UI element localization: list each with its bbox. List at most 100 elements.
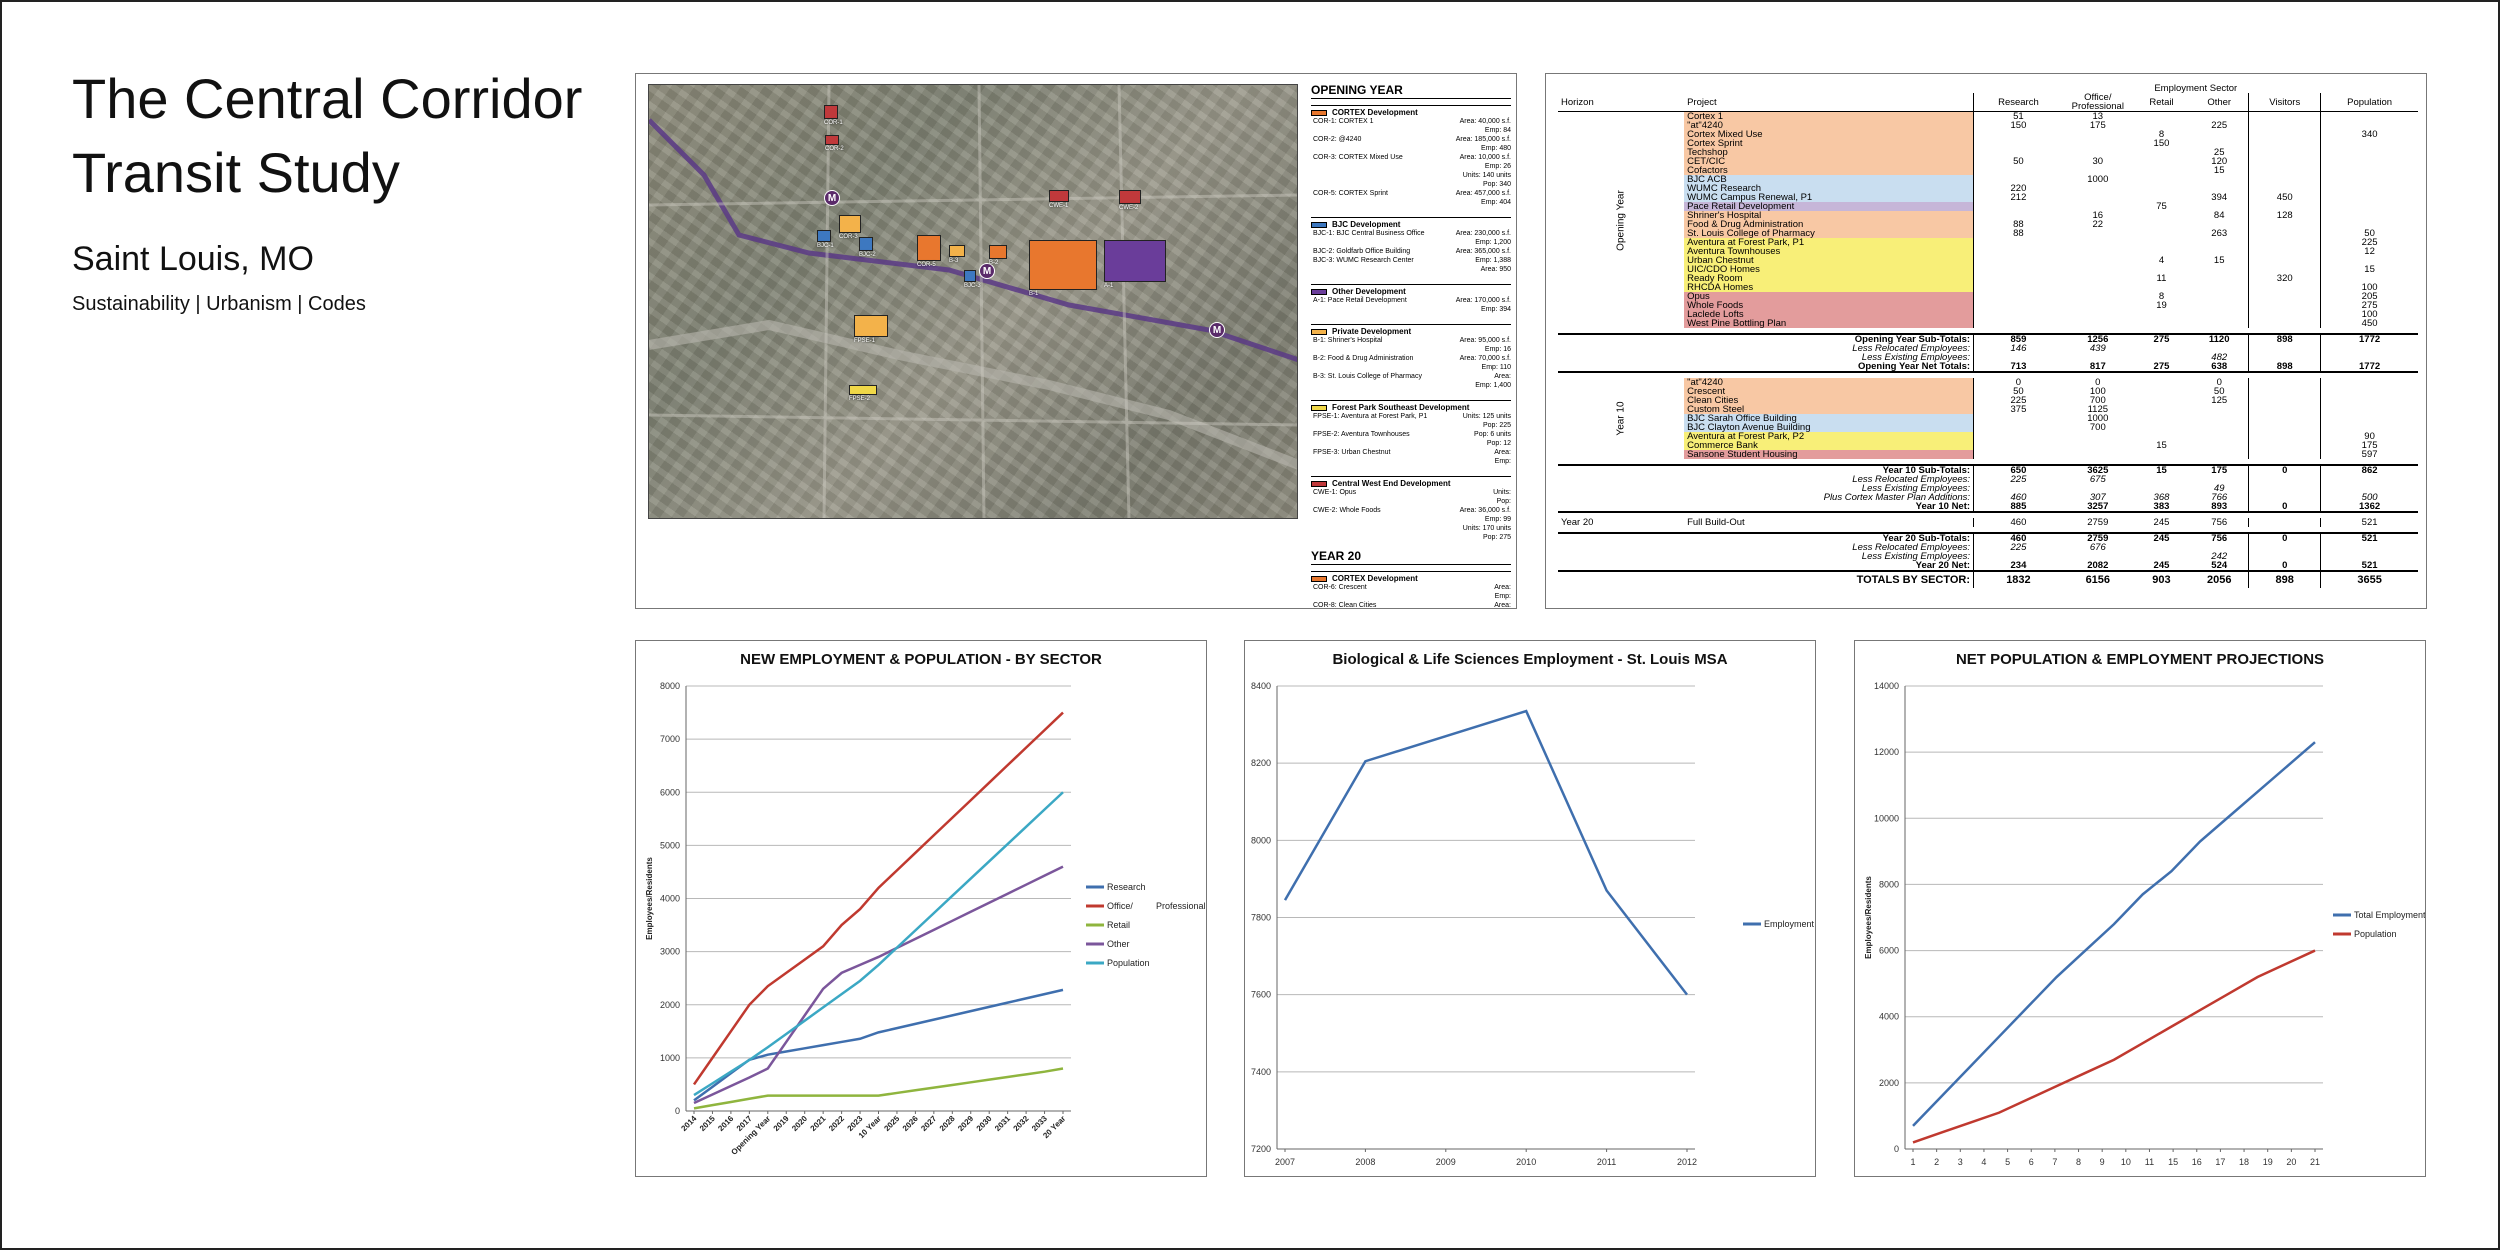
cell-value: 175 <box>2361 440 2378 451</box>
chart2-svg: 7200 7400 7600 7800 8000 8200 8400 2007 2008 2009… <box>1251 681 1815 1167</box>
table-row: Cofactors 15 <box>1558 166 2418 175</box>
dev-block-cor-5[interactable] <box>917 235 941 261</box>
dev-block-b-2[interactable] <box>989 245 1007 259</box>
y-tick-label: 8000 <box>1879 879 1899 889</box>
metrolink-line <box>649 118 1297 362</box>
legend-opening-swatch <box>1311 109 1327 116</box>
dev-block-cor-2[interactable] <box>825 135 839 145</box>
cell-project: UIC/CDO Homes <box>1684 265 1975 274</box>
series-line-population <box>693 791 1064 1097</box>
cell-value: 903 <box>2152 574 2171 586</box>
summary-horizon <box>1558 333 1685 344</box>
y-tick-label: 7800 <box>1251 913 1271 923</box>
title-line-2: Transit Study <box>72 141 400 204</box>
legend-year20-row: COR-8: Clean Cities Area: <box>1311 601 1511 608</box>
legend-opening-group-name: Forest Park Southeast Development <box>1332 403 1470 412</box>
dev-block-bjc-3[interactable] <box>964 270 976 282</box>
cell-value: 675 <box>2089 474 2106 485</box>
employment-table: Employment Sector Horizon Project Resear… <box>1558 84 2418 588</box>
legend-opening-row-project <box>1313 162 1431 171</box>
table-summary-row: Year 10 Net: 885 3257 383 893 0 1362 <box>1558 502 2418 513</box>
cell-value: 1000 <box>2087 174 2109 185</box>
x-tick-label: 2011 <box>1597 1157 1616 1167</box>
summary-horizon <box>1558 344 1684 353</box>
cell-value: 220 <box>2010 183 2027 194</box>
legend-opening-swatch <box>1311 404 1327 411</box>
summary-horizon <box>1558 362 1685 373</box>
legend-opening-row: FPSE-1: Aventura at Forest Park, P1 Units… <box>1311 412 1511 421</box>
legend-opening-row: Emp: 84 <box>1311 126 1511 135</box>
cell-value <box>2190 432 2250 441</box>
legend-opening-row-project: BJC-3: WUMC Research Center <box>1313 257 1414 264</box>
legend-opening-row: Emp: 110 <box>1311 363 1511 372</box>
cell-value <box>2063 184 2133 193</box>
dev-block-cwe-2[interactable] <box>1119 190 1141 204</box>
cell-value <box>2133 344 2190 353</box>
cell-value <box>2190 274 2250 283</box>
dev-block-cor-3[interactable] <box>839 215 861 233</box>
cell-value <box>2190 139 2250 148</box>
legend-opening-row-value: Area: 10,000 s.f. <box>1459 154 1511 161</box>
dev-block-cwe-1[interactable] <box>1049 190 1069 202</box>
location: Saint Louis, MO <box>72 240 314 278</box>
metrolink-marker-east[interactable]: M <box>1209 322 1225 338</box>
legend-opening-row: Pop: 275 <box>1311 533 1511 542</box>
legend-opening-group: Forest Park Southeast Development FPSE-1:… <box>1311 400 1511 466</box>
cell-value <box>2321 139 2418 148</box>
chart3-title: NET POPULATION & EMPLOYMENT PROJECTIONS <box>1955 651 2325 668</box>
cell-value: 862 <box>2320 464 2418 475</box>
cell-value <box>1974 292 2063 301</box>
cell-project: Ready Room <box>1684 274 1975 283</box>
cell-value <box>1974 202 2063 211</box>
legend-opening-row: A-1: Pace Retail Development Area: 170,00… <box>1311 296 1511 305</box>
dev-block-bjc-2[interactable] <box>859 237 873 251</box>
dev-block-a-1[interactable] <box>1104 240 1166 282</box>
cell-value: 0 <box>2015 377 2022 388</box>
cell-value <box>2248 450 2322 459</box>
x-tick-label: 2029 <box>956 1114 975 1133</box>
legend-year20-row: COR-6: Crescent Area: <box>1311 583 1511 592</box>
map-panel: M M M COR-1 COR-2 COR-3 COR-5 BJC-1 BJC-2 BJC-… <box>635 73 1517 609</box>
table-row: Shriner's Hospital 16 84 128 <box>1558 211 2418 220</box>
legend-opening-row-value: Units: <box>1493 489 1511 496</box>
dev-block-fpse-1[interactable] <box>854 315 888 337</box>
x-tick-label: 16 <box>2192 1157 2202 1167</box>
dev-block-fpse-2[interactable] <box>849 385 877 395</box>
summary-horizon <box>1558 484 1684 493</box>
table-row: Ready Room 11 320 <box>1558 274 2418 283</box>
legend-opening-group: Private Development B-1: Shriner's Hospit… <box>1311 324 1511 390</box>
y-axis-label: Employees/Residents <box>645 857 654 940</box>
cell-project: Cofactors <box>1684 166 1975 175</box>
cell-value <box>2248 475 2322 484</box>
legend-opening-row-project: B-3: St. Louis College of Pharmacy <box>1313 373 1422 380</box>
legend-opening-group-name: Other Development <box>1332 287 1406 296</box>
table-row: St. Louis College of Pharmacy 88 263 50 <box>1558 229 2418 238</box>
title-block: The Central Corridor Transit Study Saint… <box>72 62 632 316</box>
cell-value <box>2190 405 2250 414</box>
cell-value <box>2248 148 2322 157</box>
table-row: Techshop 25 <box>1558 148 2418 157</box>
legend-opening-swatch <box>1311 221 1327 228</box>
x-tick-label: 2027 <box>919 1114 938 1133</box>
cell-value: 225 <box>2361 237 2378 248</box>
cell-value: 225 <box>2010 542 2027 553</box>
cell-value <box>2063 432 2133 441</box>
dev-block-b-3[interactable] <box>949 245 965 257</box>
table-row: Opening Year Cortex 1 51 13 <box>1558 111 2418 250</box>
legend-year20-row-value: Area: <box>1494 584 1511 591</box>
chart1-title: NEW EMPLOYMENT & POPULATION - BY SECTOR <box>740 651 1102 668</box>
map-legend: OPENING YEAR CORTEX Development COR-1: CO… <box>1311 82 1511 608</box>
cell-value <box>2248 378 2322 387</box>
metrolink-marker-west[interactable]: M <box>824 190 840 206</box>
dev-block-cor-1[interactable] <box>824 105 838 119</box>
dev-block-bjc-1[interactable] <box>817 230 831 242</box>
cell-value <box>2190 238 2250 247</box>
summary-horizon <box>1558 493 1684 502</box>
summary-label: Opening Year Sub-Totals: <box>1684 333 1975 344</box>
cell-value <box>2321 184 2418 193</box>
metrolink-marker-central[interactable]: M <box>979 263 995 279</box>
dev-block-b-1[interactable] <box>1029 240 1097 290</box>
legend-opening-row-value: Emp: 26 <box>1484 163 1511 170</box>
y-tick-label: 8000 <box>1251 835 1271 845</box>
tagline: Sustainability | Urbanism | Codes <box>72 293 366 315</box>
